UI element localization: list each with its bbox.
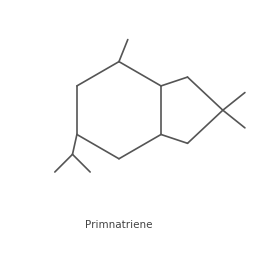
Text: Primnatriene: Primnatriene (85, 220, 153, 230)
